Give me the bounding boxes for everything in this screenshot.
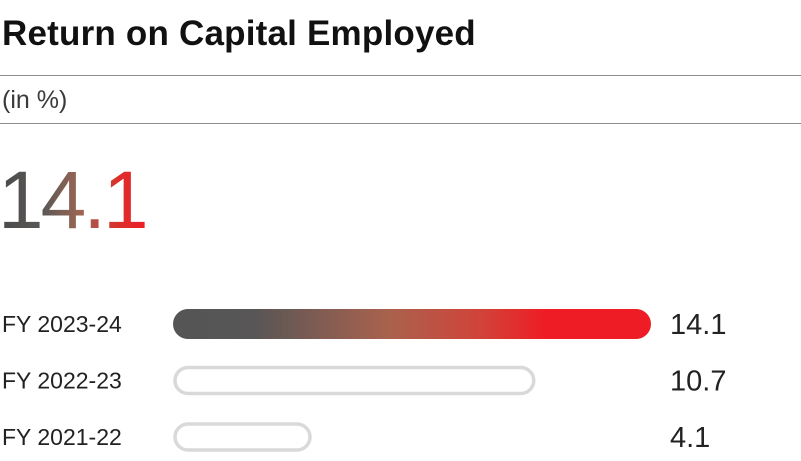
category-label: FY 2022-23 bbox=[2, 368, 122, 394]
value-label: 14.1 bbox=[670, 309, 726, 341]
unit-label: (in %) bbox=[2, 86, 68, 114]
value-label: 10.7 bbox=[670, 366, 726, 398]
headline-value: 14.1 bbox=[0, 155, 149, 246]
category-label: FY 2021-22 bbox=[2, 424, 122, 450]
bar bbox=[173, 309, 651, 339]
bar-chart: FY 2023-24 14.1 FY 2022-23 10.7 FY 2021-22 4.… bbox=[2, 309, 726, 454]
bar bbox=[173, 365, 536, 396]
category-label: FY 2023-24 bbox=[2, 311, 122, 337]
value-label: 4.1 bbox=[670, 422, 710, 454]
bar bbox=[173, 422, 312, 452]
unit-divider bbox=[0, 123, 801, 124]
chart-title: Return on Capital Employed bbox=[2, 14, 476, 53]
title-divider bbox=[0, 75, 801, 76]
